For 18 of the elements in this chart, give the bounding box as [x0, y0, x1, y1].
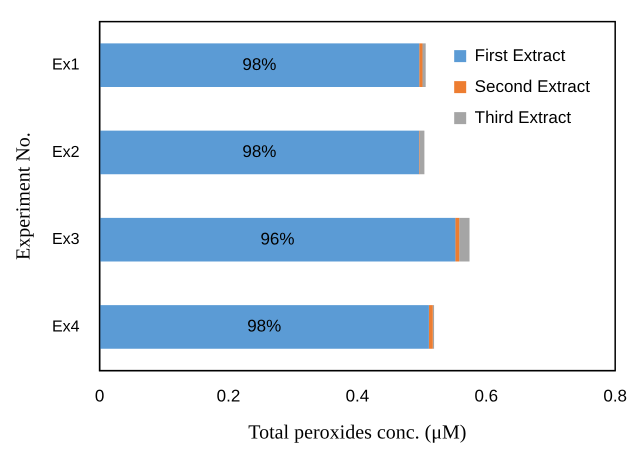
x-tick-label: 0	[94, 386, 104, 406]
x-tick-label: 0.4	[346, 386, 370, 406]
x-tick-label: 0.2	[216, 386, 240, 406]
x-tick-label: 0.6	[474, 386, 498, 406]
y-tick-label: Ex4	[52, 318, 80, 336]
annotation: 98%	[242, 142, 276, 162]
x-axis-title: Total peroxides conc. (μM)	[248, 421, 466, 444]
annotation: 96%	[260, 229, 294, 248]
y-tick-label: Ex1	[52, 56, 80, 74]
legend-label: First Extract	[474, 46, 566, 65]
legend-label: Third Extract	[474, 108, 572, 127]
x-tick-label: 0.8	[603, 386, 628, 406]
y-axis-title: Experiment No.	[12, 132, 34, 260]
annotation: 98%	[247, 316, 282, 336]
y-tick-label: Ex2	[52, 144, 80, 161]
y-tick-label: Ex3	[52, 231, 80, 248]
annotation: 98%	[242, 54, 276, 74]
legend-label: Second Extract	[474, 76, 590, 96]
